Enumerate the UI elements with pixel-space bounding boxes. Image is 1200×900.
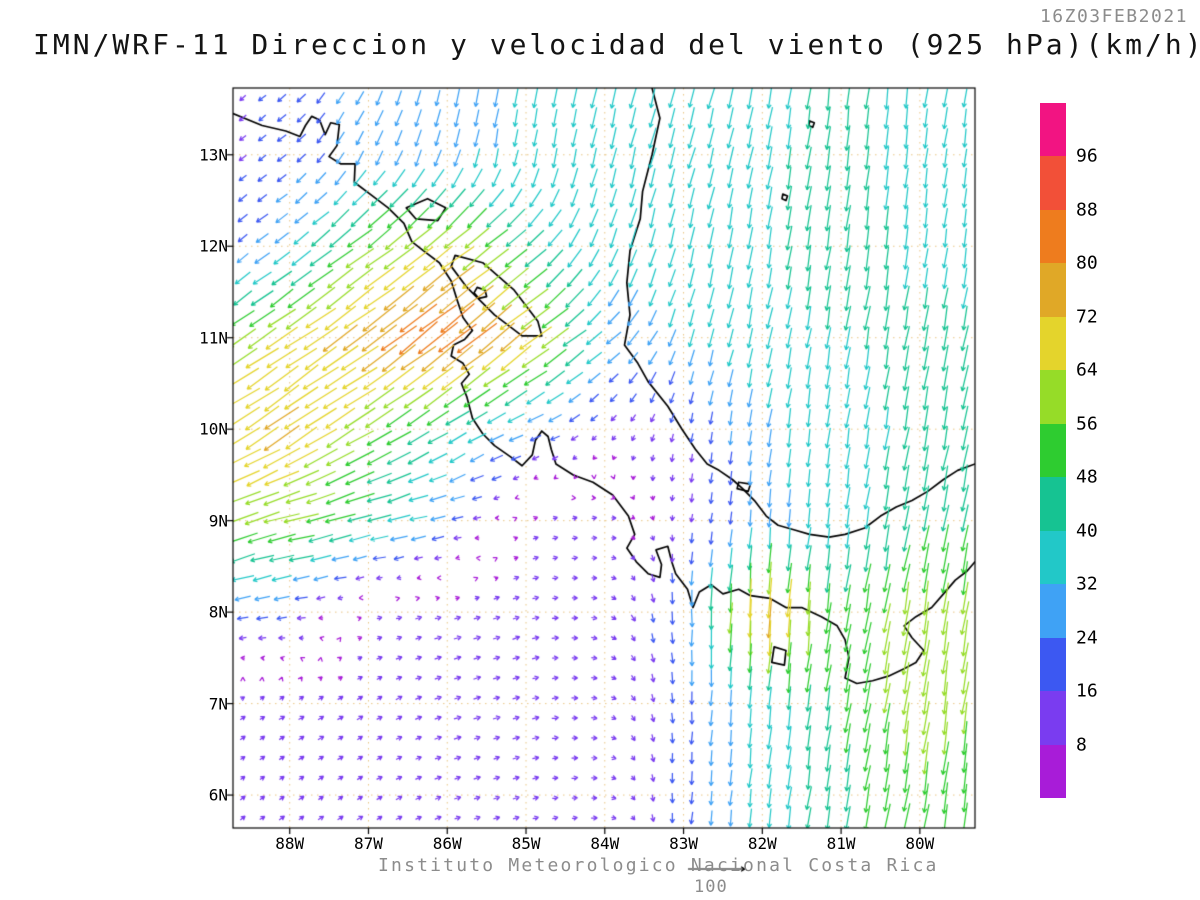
lat-tick-label: 11N [199, 328, 228, 348]
colorbar-segment [1040, 584, 1066, 639]
lat-tick-label: 10N [199, 419, 228, 439]
colorbar-segment [1040, 477, 1066, 532]
colorbar-segment [1040, 423, 1066, 478]
lon-tick-label: 85W [511, 834, 541, 853]
lon-tick-label: 80W [905, 834, 935, 853]
lat-tick-label: 13N [199, 145, 228, 165]
vector-scale-label: 100 [694, 877, 728, 897]
colorbar-tick-label: 16 [1076, 680, 1098, 702]
colorbar-segment [1040, 637, 1066, 692]
colorbar-segment [1040, 156, 1066, 211]
colorbar-tick-label: 32 [1076, 573, 1098, 595]
colorbar-tick-label: 80 [1076, 252, 1098, 274]
lon-tick-label: 83W [669, 834, 698, 853]
valid-timestamp: 16Z03FEB2021 [1039, 6, 1188, 27]
colorbar-segment [1040, 691, 1066, 746]
colorbar-tick-label: 88 [1076, 199, 1098, 221]
footer-credit: Instituto Meteorologico Nacional Costa R… [378, 855, 939, 876]
lat-tick-label: 6N [208, 785, 228, 805]
chart-title: IMN/WRF-11 Direccion y velocidad del vie… [33, 28, 1200, 61]
lon-tick-label: 87W [354, 834, 383, 853]
lat-tick-label: 8N [208, 602, 228, 622]
colorbar-segment [1040, 744, 1066, 799]
colorbar-tick-label: 48 [1076, 466, 1098, 488]
lon-tick-label: 82W [747, 834, 777, 853]
lon-tick-label: 86W [432, 834, 462, 853]
colorbar-segment [1040, 103, 1066, 157]
colorbar-tick-label: 24 [1076, 627, 1098, 649]
lon-tick-label: 84W [590, 834, 620, 853]
lat-tick-label: 9N [208, 511, 228, 531]
colorbar-tick-label: 8 [1076, 734, 1087, 756]
lon-tick-label: 81W [826, 834, 856, 853]
lat-tick-label: 7N [208, 694, 228, 714]
colorbar-segment [1040, 209, 1066, 264]
colorbar-tick-label: 96 [1076, 145, 1098, 167]
colorbar-tick-label: 56 [1076, 413, 1098, 435]
colorbar-tick-label: 64 [1076, 359, 1098, 381]
lon-tick-label: 88W [275, 834, 305, 853]
colorbar-tick-label: 72 [1076, 306, 1098, 328]
colorbar-segment [1040, 316, 1066, 371]
colorbar-segment [1040, 370, 1066, 425]
lat-tick-label: 12N [199, 236, 228, 256]
colorbar-segment [1040, 530, 1066, 585]
colorbar-segment [1040, 263, 1066, 318]
colorbar-tick-label: 40 [1076, 520, 1098, 542]
